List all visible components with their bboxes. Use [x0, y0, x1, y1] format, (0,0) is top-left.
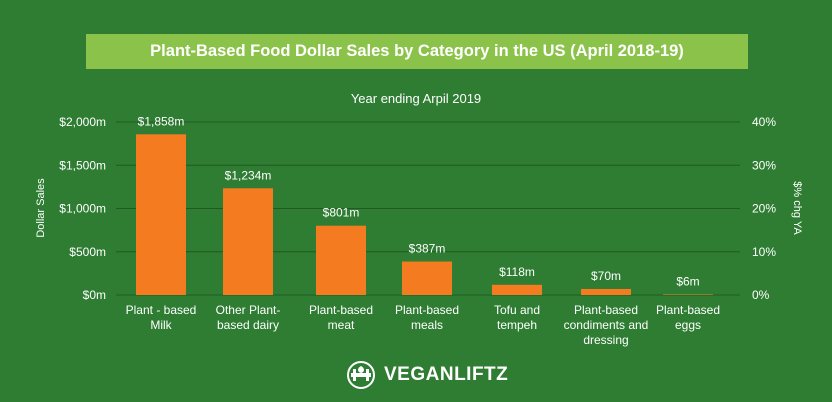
chart-title: Plant-Based Food Dollar Sales by Categor…	[150, 42, 684, 60]
data-label: $387m	[409, 242, 446, 256]
bar	[223, 188, 273, 295]
bar	[492, 284, 542, 295]
category-labels: Plant - based Milk Other Plant-based dairy…	[126, 303, 720, 347]
barbell-leaf-icon	[347, 361, 375, 389]
y2-tick-label: 0%	[752, 288, 770, 302]
y-tick-label: $0m	[83, 288, 106, 302]
category-label: Tofu and tempeh	[494, 303, 540, 332]
bar	[663, 294, 713, 295]
bar	[136, 134, 186, 295]
y2-tick-label: 20%	[752, 202, 776, 216]
bars	[136, 134, 713, 295]
y2-tick-label: 10%	[752, 245, 776, 259]
title-banner: Plant-Based Food Dollar Sales by Categor…	[86, 34, 748, 69]
y-tick-label: $500m	[69, 245, 106, 259]
category-label: Plant-based meat	[309, 303, 373, 332]
data-label: $801m	[323, 206, 360, 220]
category-label: Plant-based meals	[395, 303, 459, 332]
brand-name: VEGANLIFTZ	[384, 364, 509, 385]
bar	[316, 225, 366, 295]
category-label: Plant-based eggs	[656, 303, 720, 332]
data-labels: $1,858m $1,234m $801m $387m $118m $70m $6m	[138, 114, 700, 288]
data-label: $1,858m	[138, 114, 185, 128]
category-label: Plant-based condiments and dressing	[564, 303, 649, 347]
y2-axis-label: $% chg YA	[791, 181, 803, 235]
data-label: $70m	[591, 269, 621, 283]
data-label: $6m	[676, 274, 699, 288]
chart-subtitle: Year ending Arpil 2019	[351, 91, 481, 106]
y-axis-label: Dollar Sales	[35, 178, 47, 238]
y-tick-label: $1,000m	[59, 202, 106, 216]
brand-logo: VEGANLIFTZ	[346, 358, 508, 392]
category-label: Other Plant-based dairy	[216, 303, 281, 332]
y2-tick-label: 30%	[752, 158, 776, 172]
category-label: Plant - based Milk	[126, 303, 197, 332]
bar	[402, 261, 452, 295]
axis-ticks: $0m $500m $1,000m $1,500m $2,000m 0% 10% 20% 30%…	[59, 115, 776, 302]
data-label: $1,234m	[225, 168, 272, 182]
y-tick-label: $1,500m	[59, 158, 106, 172]
y-tick-label: $2,000m	[59, 115, 106, 129]
data-label: $118m	[499, 265, 535, 279]
bar	[581, 288, 631, 295]
y2-tick-label: 40%	[752, 115, 776, 129]
